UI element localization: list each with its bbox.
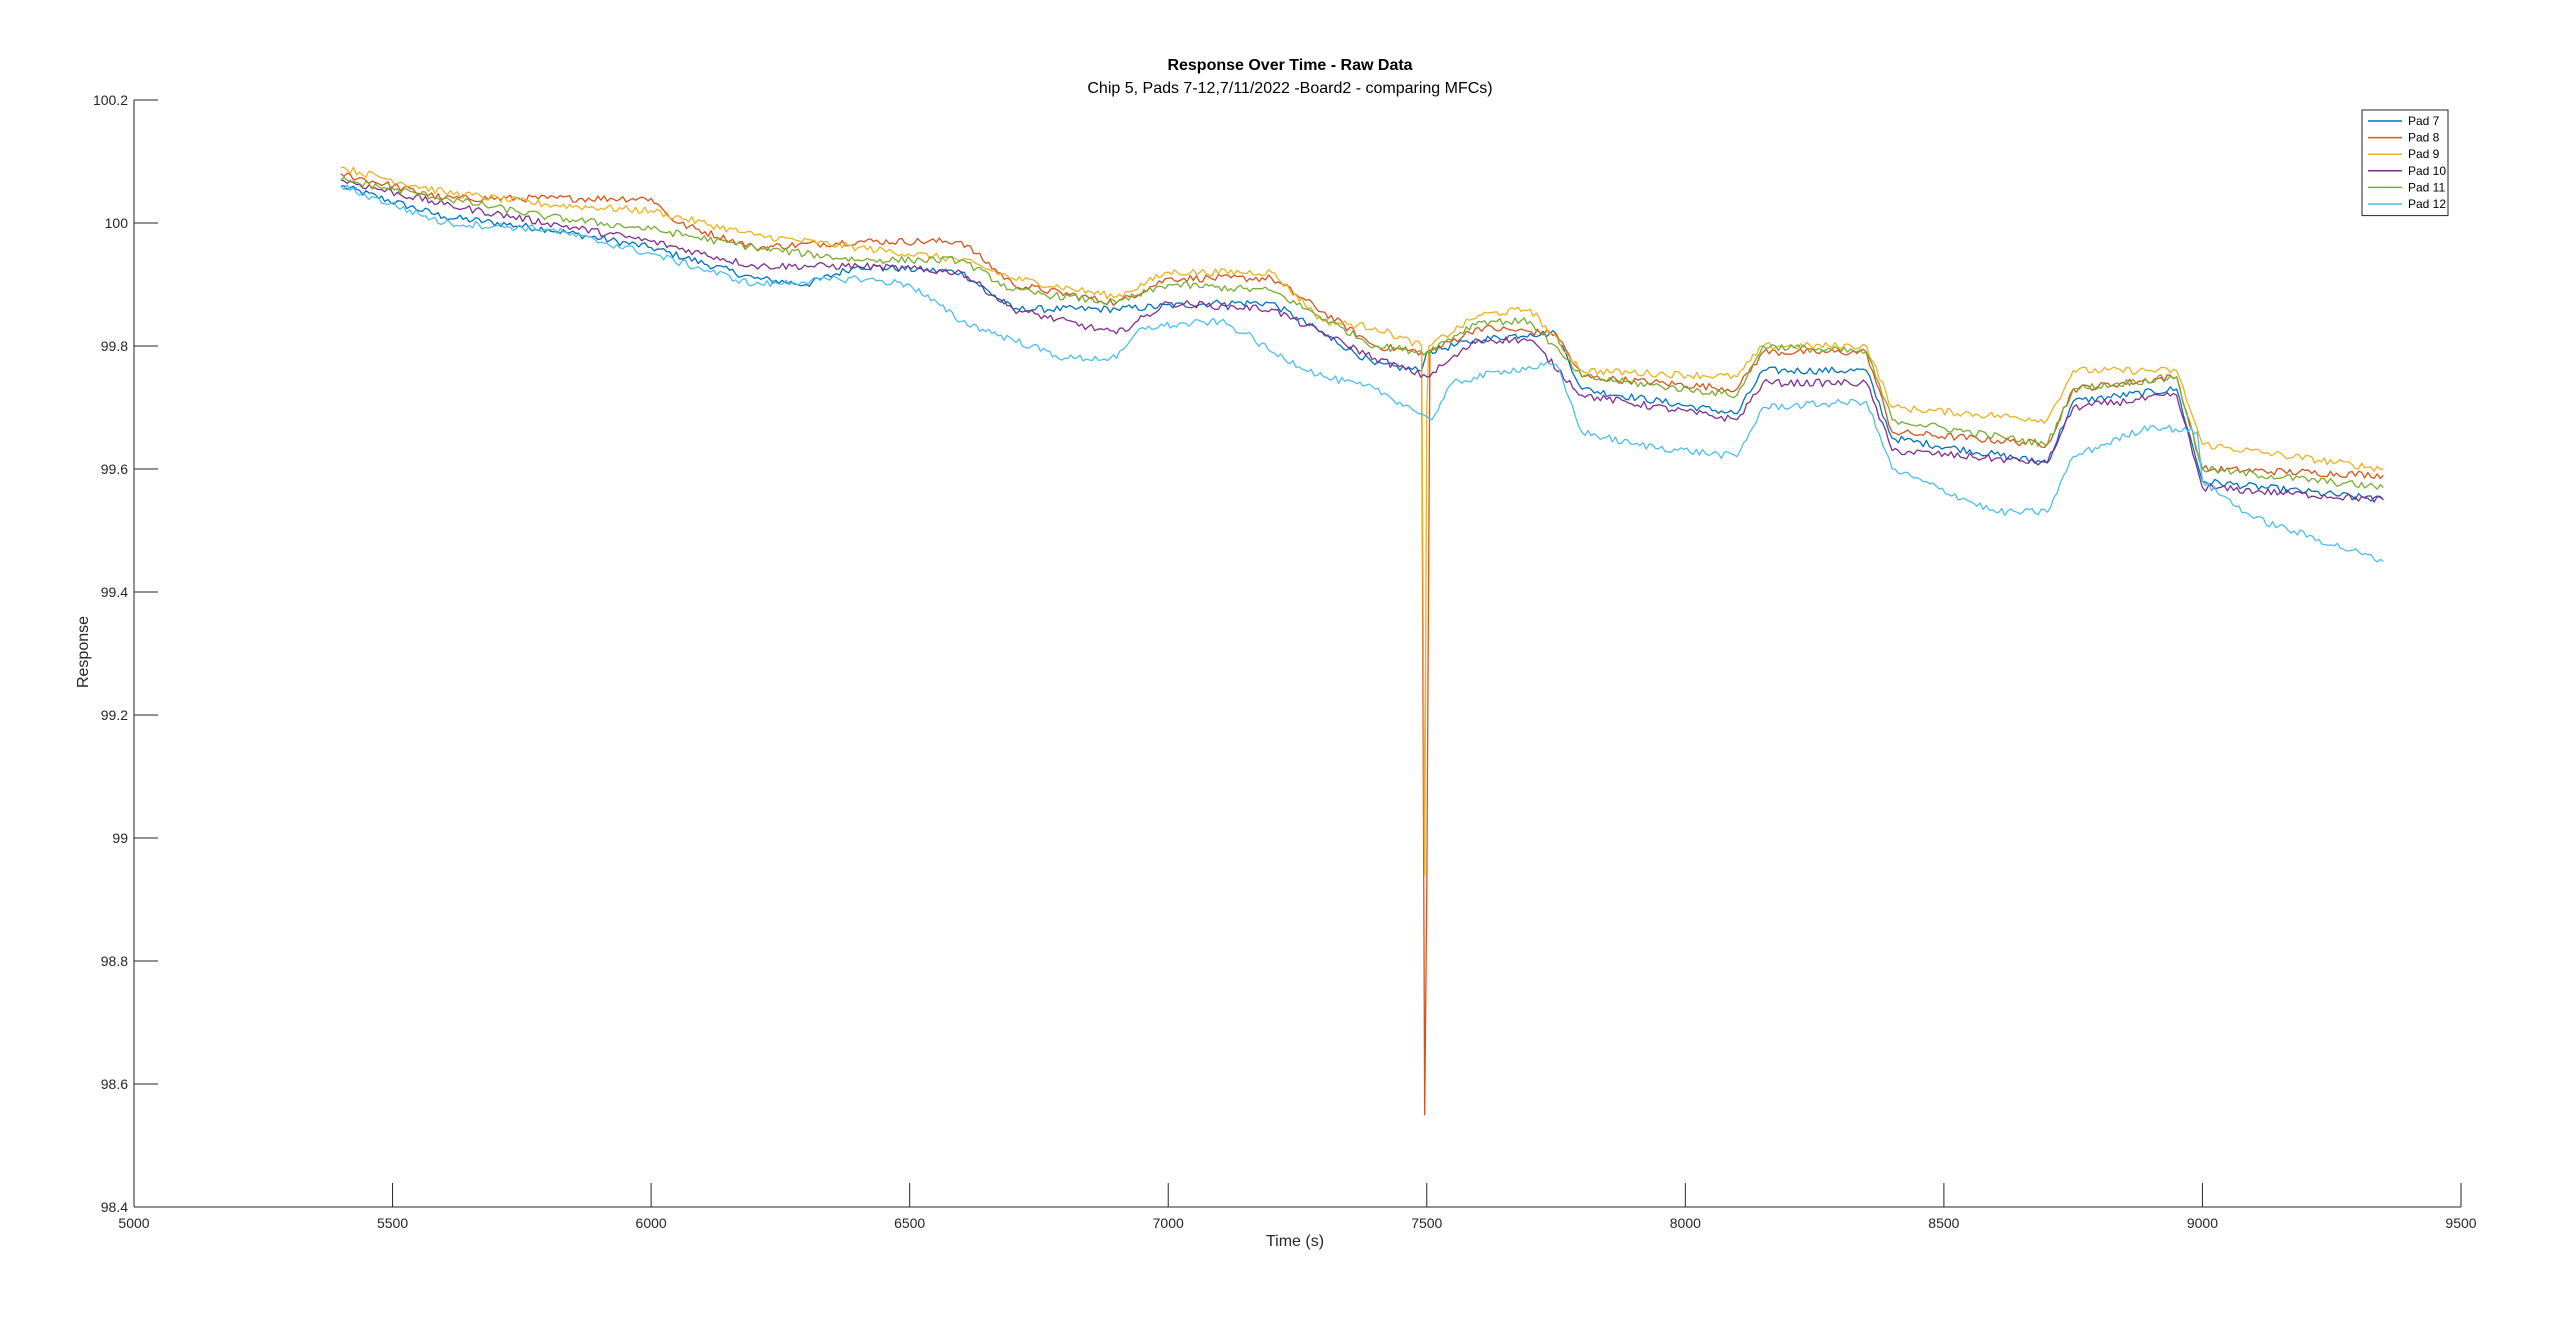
- x-tick-label: 6500: [894, 1215, 925, 1231]
- y-tick-label: 98.6: [101, 1076, 128, 1092]
- y-tick-label: 99.2: [101, 707, 128, 723]
- series-line-pad-10: [340, 179, 2384, 503]
- y-tick-label: 100.2: [93, 92, 128, 108]
- series-line-pad-11: [340, 176, 2384, 490]
- chart-title: Response Over Time - Raw Data: [1167, 57, 1412, 74]
- y-tick-label: 99.6: [101, 461, 128, 477]
- x-tick-label: 7000: [1153, 1215, 1184, 1231]
- x-tick-label: 7500: [1411, 1215, 1442, 1231]
- y-tick-label: 98.4: [101, 1199, 128, 1215]
- legend-entry: Pad 11: [2408, 180, 2445, 194]
- series-line-pad-9: [340, 166, 2384, 876]
- series-line-pad-12: [340, 184, 2384, 563]
- x-tick-label: 9000: [2187, 1215, 2218, 1231]
- series-line-pad-8: [340, 172, 2384, 1116]
- legend-entry: Pad 9: [2408, 147, 2440, 161]
- axes: 5000 5500 6000 6500 7000 7500 8000 8500 9000 9500…: [93, 92, 2477, 1231]
- y-axis-label: Response: [75, 616, 92, 688]
- y-tick-label: 99.8: [101, 338, 128, 354]
- y-tick-label: 98.8: [101, 953, 128, 969]
- x-tick-label: 5500: [377, 1215, 408, 1231]
- x-axis-label: Time (s): [1266, 1233, 1324, 1250]
- legend-entry: Pad 12: [2408, 197, 2446, 211]
- x-tick-label: 8000: [1670, 1215, 1701, 1231]
- y-tick-label: 99.4: [101, 584, 128, 600]
- legend-box: [2361, 109, 2449, 217]
- legend-entry: Pad 8: [2408, 131, 2440, 145]
- legend-entry: Pad 7: [2408, 114, 2440, 128]
- series-layer: [340, 166, 2384, 1116]
- x-tick-label: 9500: [2445, 1215, 2476, 1231]
- series-line-pad-7: [340, 185, 2384, 502]
- legend: Pad 7 Pad 8 Pad 9 Pad 10 Pad 11 Pad 12: [2361, 109, 2449, 217]
- x-tick-label: 6000: [636, 1215, 667, 1231]
- y-tick-label: 99: [112, 830, 128, 846]
- x-tick-label: 8500: [1928, 1215, 1959, 1231]
- chart-subtitle: Chip 5, Pads 7-12,7/11/2022 -Board2 - co…: [1087, 80, 1492, 97]
- y-tick-label: 100: [105, 215, 129, 231]
- legend-entry: Pad 10: [2408, 164, 2446, 178]
- x-tick-label: 5000: [118, 1215, 149, 1231]
